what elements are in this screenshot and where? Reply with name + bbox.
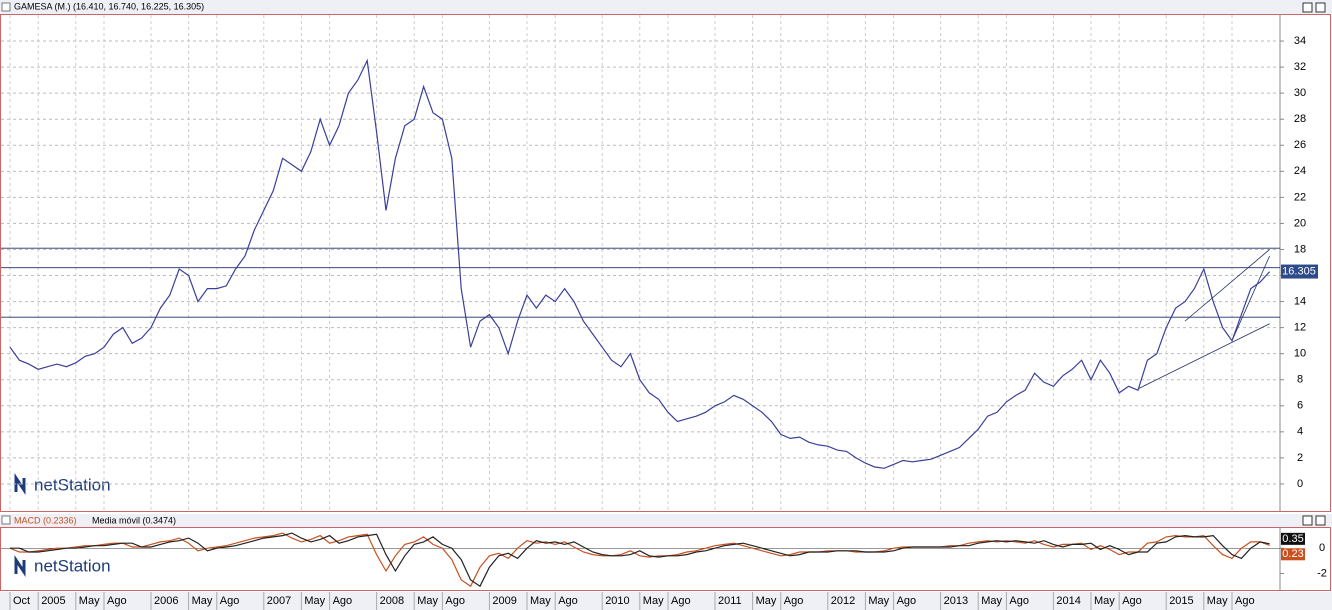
x-tick-label: 2005 (41, 595, 65, 607)
x-tick-label: 2007 (267, 595, 291, 607)
y-tick-label: 14 (1294, 295, 1306, 307)
y-tick-label: 0 (1319, 542, 1325, 554)
last-value-box (1281, 532, 1305, 545)
last-price-box (1281, 264, 1318, 279)
x-tick-label: May (643, 595, 664, 607)
trend-line (1184, 249, 1270, 322)
macd-panel-frame (0, 527, 1331, 591)
x-tick-label: 2006 (154, 595, 178, 607)
x-tick-label: Ago (1235, 595, 1255, 607)
x-tick-label: 2015 (1169, 595, 1193, 607)
x-tick-label: Ago (558, 595, 578, 607)
logo-text: netStation (34, 475, 111, 494)
x-tick-label: Ago (671, 595, 691, 607)
x-tick-label: Ago (220, 595, 240, 607)
x-tick-label: Ago (445, 595, 465, 607)
x-tick-label: May (192, 595, 213, 607)
x-tick-label: May (756, 595, 777, 607)
y-tick-label: 34 (1294, 35, 1306, 47)
x-tick-label: Oct (13, 595, 30, 607)
x-tick-label: May (1207, 595, 1228, 607)
last-value-label: 0.35 (1282, 533, 1303, 545)
x-tick-label: May (417, 595, 438, 607)
series-line (9, 58, 1271, 469)
y-tick-label: 2 (1297, 452, 1303, 464)
y-tick-label: 20 (1294, 217, 1306, 229)
minimize-button[interactable] (1302, 515, 1313, 526)
y-tick-label: 6 (1297, 400, 1303, 412)
x-tick-label: 2014 (1056, 595, 1080, 607)
x-tick-label: May (79, 595, 100, 607)
y-tick-label: 26 (1294, 139, 1306, 151)
y-tick-label: 0 (1297, 478, 1303, 490)
x-tick-label: 2008 (380, 595, 404, 607)
x-tick-label: 2012 (831, 595, 855, 607)
x-tick-label: May (1094, 595, 1115, 607)
x-tick-label: 2013 (944, 595, 968, 607)
trend-line (1137, 323, 1270, 390)
x-tick-label: Ago (1009, 595, 1029, 607)
y-tick-label: 12 (1294, 322, 1306, 334)
logo: netStation (14, 555, 111, 577)
main-panel-frame (0, 14, 1331, 512)
window-icon (1, 515, 11, 525)
x-tick-label: May (530, 595, 551, 607)
x-tick-label: 2009 (492, 595, 516, 607)
close-button[interactable] (1315, 2, 1326, 13)
trend-line (1231, 255, 1270, 341)
x-tick-label: 2011 (718, 595, 742, 607)
y-tick-label: 22 (1294, 191, 1306, 203)
series-line (10, 532, 1270, 588)
y-tick-label: 10 (1294, 348, 1306, 360)
y-tick-label: 32 (1294, 61, 1306, 73)
macd-title-bar (0, 514, 1332, 527)
x-tick-label: Ago (897, 595, 917, 607)
x-tick-label: Ago (784, 595, 804, 607)
last-value-label: 0.23 (1282, 548, 1303, 560)
series-line (9, 532, 1270, 588)
y-tick-label: 8 (1297, 374, 1303, 386)
x-tick-label: 2010 (605, 595, 629, 607)
x-tick-label: Ago (333, 595, 353, 607)
logo-text: netStation (34, 556, 111, 575)
last-value-box (1281, 548, 1305, 561)
signal-label: Media móvil (0.3474) (92, 515, 176, 525)
x-tick-label: Ago (1122, 595, 1142, 607)
y-tick-label: -2 (1317, 567, 1327, 579)
x-axis-bar (0, 592, 1332, 610)
y-tick-label: 4 (1297, 426, 1303, 438)
y-tick-label: 18 (1294, 243, 1306, 255)
x-tick-label: May (304, 595, 325, 607)
chart-title: GAMESA (M.) (16.410, 16.740, 16.225, 16.… (14, 1, 204, 11)
y-tick-label: 28 (1294, 113, 1306, 125)
y-tick-label: 30 (1294, 87, 1306, 99)
minimize-button[interactable] (1302, 2, 1313, 13)
x-tick-label: May (981, 595, 1002, 607)
window-icon (1, 2, 11, 12)
last-price-label: 16.305 (1282, 265, 1316, 277)
close-button[interactable] (1315, 515, 1326, 526)
title-bar (0, 0, 1332, 14)
y-tick-label: 24 (1294, 165, 1306, 177)
x-tick-label: Ago (107, 595, 127, 607)
x-tick-label: May (868, 595, 889, 607)
macd-label: MACD (0.2336) (14, 515, 77, 525)
